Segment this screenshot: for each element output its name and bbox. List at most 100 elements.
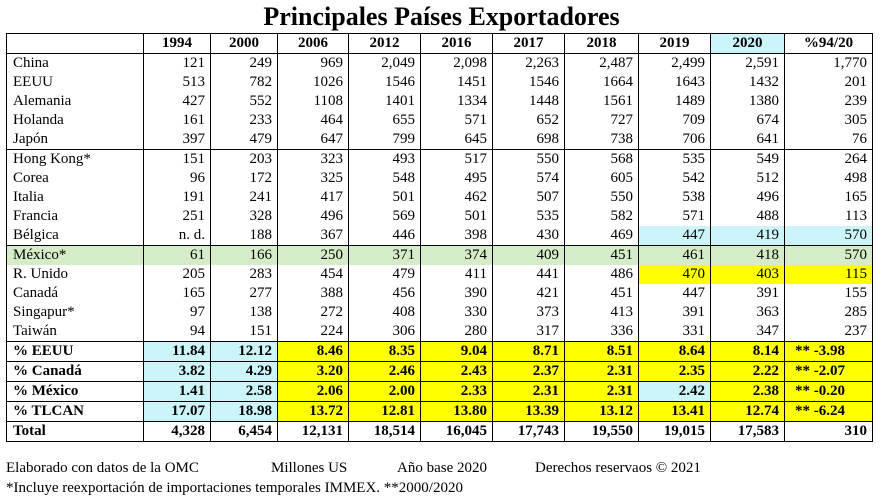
table-cell: 317: [492, 322, 565, 342]
table-cell: 203: [210, 149, 278, 169]
row-label: Singapur*: [6, 303, 144, 322]
table-cell: 2.58: [210, 381, 278, 402]
table-cell: 411: [420, 265, 493, 284]
table-cell: 151: [210, 322, 278, 342]
table-cell: 191: [143, 188, 211, 207]
table-cell: 782: [210, 73, 278, 92]
table-cell: 2.37: [492, 361, 565, 382]
header-cell: 2012: [348, 33, 421, 54]
table-cell: 121: [143, 53, 211, 73]
header-cell: 1994: [143, 33, 211, 54]
table-row: Francia 251 328 496 569 501 535 582 571 488 113: [6, 207, 873, 226]
table-cell: 2.42: [638, 381, 711, 402]
table-cell: 18.98: [210, 401, 278, 422]
table-cell: 17.07: [143, 401, 211, 422]
header-cell-2020: 2020: [710, 33, 785, 54]
table-row: Hong Kong* 151 203 323 493 517 550 568 535 549 264: [6, 149, 873, 169]
table-cell: 97: [143, 303, 211, 322]
table-cell: 17,743: [492, 421, 565, 442]
table-cell: 363: [710, 303, 785, 322]
table-cell: 272: [277, 303, 349, 322]
row-label: Bélgica: [6, 226, 144, 246]
table-cell: 251: [143, 207, 211, 226]
table-cell: 462: [420, 188, 493, 207]
table-cell: 461: [638, 245, 711, 265]
table-cell: 11.84: [143, 341, 211, 362]
table-cell: 13.41: [638, 401, 711, 422]
table-cell: 96: [143, 169, 211, 188]
table-cell: 373: [492, 303, 565, 322]
footer-units: Millones US: [271, 460, 348, 476]
table-cell: 1026: [277, 73, 349, 92]
table-row: Total 4,328 6,454 12,131 18,514 16,045 17,743 1…: [6, 421, 873, 442]
table-cell: ** -3.98: [784, 341, 873, 362]
row-label: Holanda: [6, 111, 144, 130]
table-cell: 310: [784, 421, 873, 442]
table-cell: 512: [710, 169, 785, 188]
row-label: Hong Kong*: [6, 149, 144, 169]
table-cell: 8.46: [277, 341, 349, 362]
table-cell: 280: [420, 322, 493, 342]
table-cell: 12.81: [348, 401, 421, 422]
table-cell: 454: [277, 265, 349, 284]
header-cell: 2006: [277, 33, 349, 54]
table-cell: 13.72: [277, 401, 349, 422]
table-cell: 2.46: [348, 361, 421, 382]
table-cell: 9.04: [420, 341, 493, 362]
table-cell: 549: [710, 149, 785, 169]
table-cell: 2,098: [420, 53, 493, 73]
table-cell: 538: [638, 188, 711, 207]
table-cell: 391: [638, 303, 711, 322]
table-cell: 19,015: [638, 421, 711, 442]
table-cell: 517: [420, 149, 493, 169]
table-cell: 166: [210, 245, 278, 265]
table-cell: 738: [564, 130, 639, 150]
table-cell: 205: [143, 265, 211, 284]
table-cell: 446: [348, 226, 421, 246]
table-cell: 1401: [348, 92, 421, 111]
table-cell: 151: [143, 149, 211, 169]
table-cell: 390: [420, 284, 493, 303]
table-cell: 1643: [638, 73, 711, 92]
table-cell: 570: [784, 245, 873, 265]
table-row: Taiwán 94 151 224 306 280 317 336 331 347 237: [6, 322, 873, 342]
table-row: % México 1.41 2.58 2.06 2.00 2.33 2.31 2.31 2.42…: [6, 381, 873, 402]
table-cell: 645: [420, 130, 493, 150]
table-cell: 486: [564, 265, 639, 284]
table-cell: 409: [492, 245, 565, 265]
table-cell: 3.82: [143, 361, 211, 382]
table-cell: 161: [143, 111, 211, 130]
header-cell: [6, 33, 144, 54]
table-cell: 188: [210, 226, 278, 246]
row-label: Canadá: [6, 284, 144, 303]
row-label: Total: [6, 421, 144, 442]
table-cell: 403: [710, 265, 785, 284]
footer-line-2: *Incluye reexportación de importaciones …: [6, 480, 463, 496]
table-cell: 470: [638, 265, 711, 284]
row-label: Corea: [6, 169, 144, 188]
table-cell: 61: [143, 245, 211, 265]
table-cell: 155: [784, 284, 873, 303]
table-cell: 398: [420, 226, 493, 246]
table-row: R. Unido 205 283 454 479 411 441 486 470 403 115: [6, 265, 873, 284]
table-cell: 571: [420, 111, 493, 130]
table-cell: 1380: [710, 92, 785, 111]
row-label: Alemania: [6, 92, 144, 111]
table-cell: 250: [277, 245, 349, 265]
row-label: % Canadá: [6, 361, 144, 382]
table-cell: 709: [638, 111, 711, 130]
table-cell: 113: [784, 207, 873, 226]
table-cell: n. d.: [143, 226, 211, 246]
table-cell: 8.14: [710, 341, 785, 362]
table-cell: 605: [564, 169, 639, 188]
table-cell: 430: [492, 226, 565, 246]
table-row: Holanda 161 233 464 655 571 652 727 709 674 305: [6, 111, 873, 130]
table-cell: 347: [710, 322, 785, 342]
table-cell: 550: [492, 149, 565, 169]
table-cell: 456: [348, 284, 421, 303]
table-cell: 706: [638, 130, 711, 150]
table-cell: 2.31: [564, 361, 639, 382]
table-cell: 388: [277, 284, 349, 303]
table-row: México* 61 166 250 371 374 409 451 461 418 570: [6, 245, 873, 265]
table-cell: 328: [210, 207, 278, 226]
